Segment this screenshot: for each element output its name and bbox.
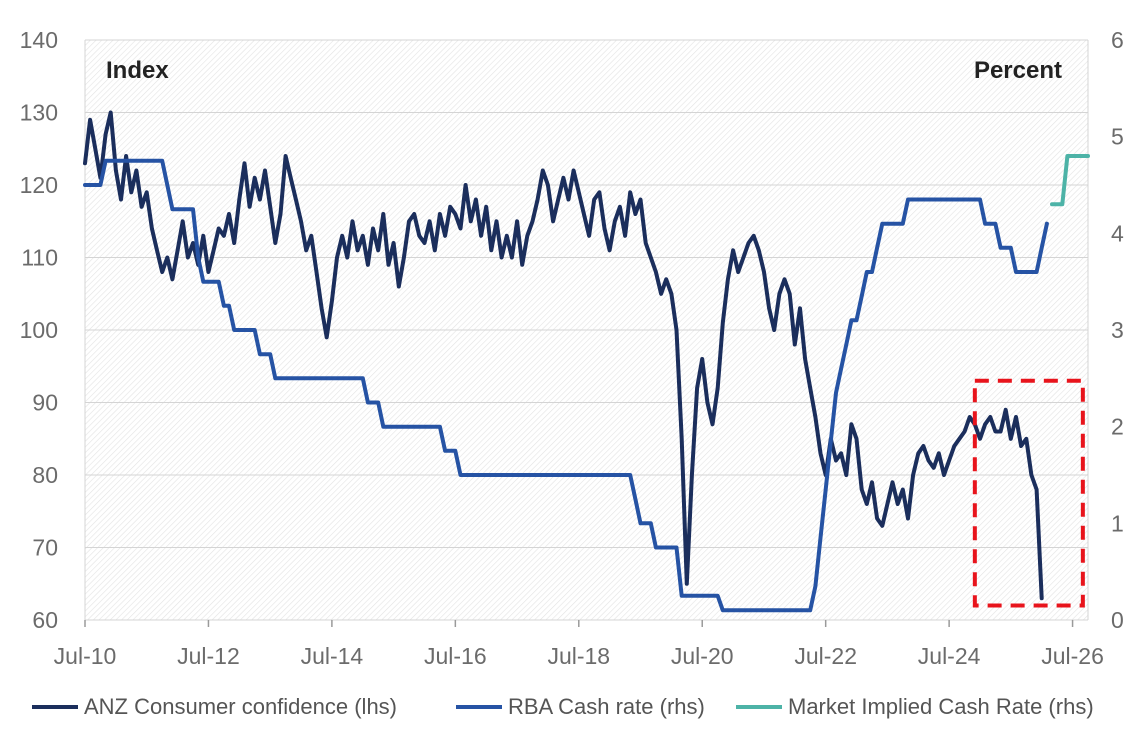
left-tick-label: 60 (32, 607, 58, 633)
series-lines (83, 110, 1090, 613)
highlight-box (972, 378, 1085, 608)
x-tick-label: Jul-12 (177, 643, 240, 669)
right-tick-label: 3 (1111, 317, 1124, 343)
right-tick-label: 5 (1111, 124, 1124, 150)
legend-item-rba: RBA Cash rate (rhs) (456, 694, 705, 720)
legend: ANZ Consumer confidence (lhs) RBA Cash r… (0, 688, 1141, 728)
left-axis-ticks: 60 70 80 90 100 110 120 130 140 (20, 27, 58, 633)
x-axis-ticks: Jul-10 Jul-12 Jul-14 Jul-16 Jul-18 Jul-20 Jul-… (54, 620, 1104, 669)
x-tick-label: Jul-10 (54, 643, 117, 669)
right-tick-label: 1 (1111, 510, 1124, 536)
left-tick-label: 130 (20, 100, 58, 126)
x-tick-label: Jul-20 (671, 643, 734, 669)
legend-swatch-rba (456, 705, 502, 709)
legend-label-anz: ANZ Consumer confidence (lhs) (84, 694, 398, 719)
left-tick-label: 140 (20, 27, 58, 53)
right-tick-label: 4 (1111, 220, 1124, 246)
left-tick-label: 80 (32, 462, 58, 488)
legend-label-rba: RBA Cash rate (rhs) (508, 694, 705, 719)
right-axis-ticks: 0 1 2 3 4 5 6 (1111, 27, 1124, 633)
legend-label-market: Market Implied Cash Rate (rhs) (788, 694, 1094, 719)
series-line-1 (83, 158, 1049, 613)
right-tick-label: 0 (1111, 607, 1124, 633)
series-line-2 (1050, 154, 1090, 207)
series-line-0 (83, 110, 1044, 601)
left-tick-label: 70 (32, 535, 58, 561)
x-tick-label: Jul-14 (301, 643, 364, 669)
x-tick-label: Jul-22 (794, 643, 857, 669)
x-tick-label: Jul-26 (1041, 643, 1104, 669)
right-tick-label: 6 (1111, 27, 1124, 53)
left-tick-label: 90 (32, 390, 58, 416)
legend-swatch-anz (32, 705, 78, 709)
left-tick-label: 110 (21, 245, 58, 271)
legend-item-market: Market Implied Cash Rate (rhs) (736, 694, 1094, 720)
legend-item-anz: ANZ Consumer confidence (lhs) (32, 694, 397, 720)
legend-swatch-market (736, 705, 782, 709)
right-tick-label: 2 (1111, 414, 1124, 440)
left-tick-label: 120 (20, 172, 58, 198)
left-tick-label: 100 (20, 317, 58, 343)
x-tick-label: Jul-24 (918, 643, 981, 669)
left-axis-label: Index (106, 57, 169, 84)
right-axis-label: Percent (974, 57, 1062, 84)
x-tick-label: Jul-18 (547, 643, 610, 669)
x-tick-label: Jul-16 (424, 643, 487, 669)
